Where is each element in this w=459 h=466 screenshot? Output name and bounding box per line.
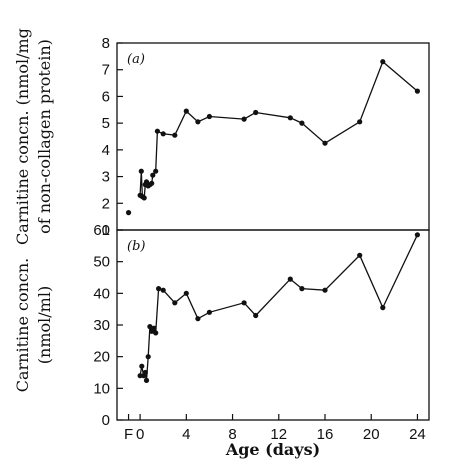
panel-a-y-ticks: 1 2 3 4 5 6 7 8: [102, 35, 123, 239]
x-axis-title: Age (days): [225, 440, 320, 459]
x-tick-label: 4: [182, 426, 190, 443]
x-tick-label: 0: [136, 426, 144, 443]
data-point: [151, 325, 157, 331]
data-point: [160, 287, 166, 293]
x-tick-label: 24: [409, 426, 426, 443]
x-tick-label: 20: [363, 426, 380, 443]
panel-b-frame: [116, 229, 430, 421]
panel-b-series: [137, 232, 420, 383]
data-point: [143, 377, 150, 383]
y-tick-label: 1: [102, 222, 110, 239]
data-point: [322, 140, 328, 146]
panel-a-series: [125, 59, 420, 216]
data-point: [299, 286, 305, 292]
y-tick-label: 0: [102, 412, 110, 429]
data-point: [160, 131, 166, 137]
panel-a: (a) 1 2 3 4 5 6 7 8 Carnitine concn. (nmol/mg of…: [13, 28, 430, 245]
y-tick-label: 10: [93, 380, 110, 397]
data-point: [195, 316, 201, 322]
data-point: [414, 232, 420, 238]
data-point: [287, 115, 293, 121]
data-point: [138, 168, 144, 174]
panel-b-x-ticks: F 0 4 8 12 16 20 24: [124, 414, 426, 443]
data-point: [172, 132, 178, 138]
data-point: [139, 363, 145, 369]
data-point: [206, 113, 212, 120]
panel-b-y-ticks: 0 10 20 30 40 50 60: [93, 222, 123, 429]
data-point: [183, 108, 189, 114]
data-point: [154, 128, 160, 134]
panel-b: (b) 0 10 20 30 40 50 60 F 0 4 8 12 16 20 24 Carnitine…: [13, 222, 430, 459]
data-point: [150, 172, 156, 178]
panel-b-label: (b): [127, 239, 145, 254]
y-tick-label: 4: [102, 142, 110, 159]
x-tick-label: F: [124, 426, 133, 443]
y-tick-label: 60: [93, 222, 110, 239]
data-point: [322, 287, 328, 293]
y-tick-label: 2: [102, 195, 110, 212]
data-point: [141, 195, 147, 201]
y-tick-label: 50: [93, 254, 110, 271]
data-point: [195, 119, 201, 125]
data-point: [145, 354, 151, 360]
data-point: [357, 119, 363, 125]
data-point: [153, 168, 159, 174]
data-point: [357, 252, 363, 258]
data-point: [183, 290, 189, 296]
data-point: [299, 120, 305, 126]
data-point: [287, 276, 293, 282]
data-point: [172, 300, 178, 306]
y-tick-label: 30: [93, 317, 110, 334]
y-tick-label: 20: [93, 349, 110, 366]
series-line: [139, 234, 418, 381]
data-point: [149, 180, 155, 186]
data-point: [253, 109, 259, 116]
series-line: [139, 60, 418, 200]
y-tick-label: 5: [102, 115, 110, 132]
data-point: [380, 59, 386, 65]
data-point: [147, 324, 153, 330]
x-tick-label: 8: [228, 426, 236, 443]
data-point: [241, 300, 247, 306]
panel-b-y-axis-title: Carnitine concn. (nmol/ml): [13, 258, 54, 393]
y-tick-label: 6: [102, 88, 110, 105]
y-tick-label: 8: [102, 35, 110, 52]
x-tick-label: 12: [270, 426, 287, 443]
data-point: [253, 312, 259, 319]
fetal-data-point: [125, 210, 132, 216]
y-tick-label: 7: [102, 62, 110, 79]
panel-a-label: (a): [127, 52, 145, 67]
data-point: [142, 369, 148, 376]
x-tick-label: 16: [317, 426, 334, 443]
data-point: [380, 305, 386, 311]
y-tick-label: 40: [93, 285, 110, 302]
data-point: [156, 286, 162, 292]
data-point: [414, 88, 420, 94]
y-tick-label: 3: [102, 169, 110, 186]
data-point: [153, 330, 159, 336]
data-point: [206, 309, 212, 315]
data-point: [241, 116, 247, 122]
panel-a-y-axis-title: Carnitine concn. (nmol/mg of non-collagen…: [13, 28, 54, 245]
panel-a-frame: [116, 42, 430, 231]
